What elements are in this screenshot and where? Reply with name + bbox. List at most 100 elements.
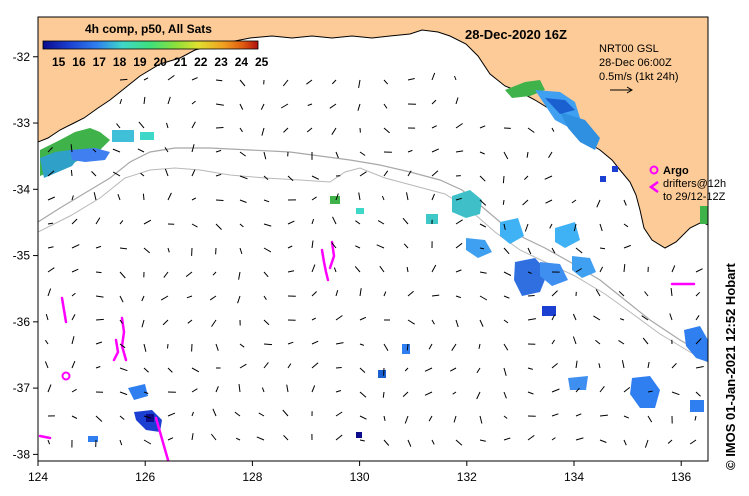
current-vector bbox=[235, 437, 241, 441]
key-line-1: NRT00 GSL bbox=[599, 43, 659, 55]
current-vector bbox=[503, 295, 510, 299]
current-vector bbox=[479, 199, 487, 206]
current-vector bbox=[263, 175, 269, 180]
current-vector bbox=[695, 366, 704, 369]
current-vector bbox=[239, 223, 244, 228]
current-vector bbox=[191, 388, 198, 393]
current-vector bbox=[383, 103, 388, 109]
current-vector bbox=[141, 295, 145, 302]
current-vector bbox=[95, 295, 104, 298]
current-vector bbox=[311, 340, 319, 345]
current-vector bbox=[479, 319, 484, 327]
colorbar-tick-label: 17 bbox=[93, 55, 107, 69]
current-vector bbox=[671, 265, 676, 273]
current-vector bbox=[237, 295, 241, 304]
current-vector bbox=[263, 271, 269, 278]
x-tick-label: 136 bbox=[671, 470, 691, 484]
current-vector bbox=[522, 199, 529, 206]
current-vector bbox=[455, 439, 463, 446]
current-vector bbox=[407, 78, 415, 81]
current-vector bbox=[119, 439, 123, 446]
current-vector bbox=[431, 170, 439, 177]
current-vector bbox=[239, 343, 245, 348]
current-vector bbox=[479, 223, 487, 228]
current-vector bbox=[142, 193, 145, 201]
current-vector bbox=[478, 343, 481, 349]
current-vector bbox=[407, 170, 412, 177]
current-vector bbox=[575, 247, 583, 254]
x-axis: 124 126 128 130 132 134 136 bbox=[28, 461, 692, 484]
current-vector bbox=[119, 98, 123, 105]
current-vector bbox=[503, 319, 509, 324]
current-vector bbox=[354, 266, 361, 273]
key-line-2: 28-Dec 06:00Z bbox=[599, 57, 672, 69]
current-vector bbox=[119, 78, 128, 81]
current-vector bbox=[335, 390, 342, 393]
current-vector bbox=[551, 363, 558, 369]
current-vector bbox=[282, 79, 289, 87]
current-vector bbox=[167, 247, 170, 253]
current-vector bbox=[623, 199, 627, 206]
current-vector bbox=[166, 122, 169, 129]
current-vector bbox=[239, 151, 246, 157]
current-vector bbox=[503, 151, 509, 160]
y-tick-label: -36 bbox=[13, 315, 31, 329]
current-vector bbox=[641, 315, 649, 321]
current-vector bbox=[623, 264, 626, 273]
current-vector bbox=[695, 338, 702, 345]
current-vector bbox=[455, 123, 463, 129]
current-vector bbox=[335, 434, 343, 441]
current-vector bbox=[402, 391, 409, 397]
current-vector bbox=[402, 217, 409, 225]
current-vector bbox=[311, 175, 320, 180]
current-vector bbox=[287, 220, 295, 225]
current-vector bbox=[454, 75, 457, 81]
current-vector bbox=[526, 151, 529, 158]
current-vector bbox=[239, 127, 243, 133]
current-vector bbox=[119, 391, 128, 396]
current-vector bbox=[431, 72, 436, 81]
current-vector bbox=[119, 247, 128, 250]
current-vector bbox=[359, 151, 366, 156]
current-vector bbox=[479, 295, 488, 301]
current-vector bbox=[476, 367, 481, 374]
current-vector bbox=[479, 151, 485, 155]
current-vector bbox=[167, 412, 176, 417]
colorbar-tick-label: 23 bbox=[214, 55, 228, 69]
current-vector bbox=[215, 173, 222, 177]
current-vector bbox=[431, 193, 435, 201]
current-vector bbox=[143, 219, 152, 225]
current-vector bbox=[623, 415, 630, 419]
current-vector bbox=[47, 147, 53, 153]
current-vector bbox=[263, 151, 267, 160]
current-vector bbox=[209, 295, 217, 301]
current-vector bbox=[191, 169, 196, 177]
current-vector bbox=[383, 343, 389, 351]
current-vector bbox=[286, 384, 289, 393]
current-vector bbox=[551, 437, 556, 441]
current-vector bbox=[167, 437, 174, 441]
current-vector bbox=[599, 247, 606, 250]
y-tick-label: -33 bbox=[13, 116, 31, 130]
current-vector bbox=[47, 222, 54, 225]
current-vector bbox=[331, 127, 337, 135]
current-vector bbox=[455, 219, 463, 225]
current-vector bbox=[71, 314, 76, 321]
current-vector bbox=[311, 218, 315, 225]
current-vector bbox=[667, 439, 673, 444]
current-vector bbox=[212, 408, 217, 417]
current-vector bbox=[618, 290, 625, 297]
current-vector bbox=[71, 415, 78, 419]
current-vector bbox=[695, 391, 701, 397]
current-vector bbox=[335, 367, 342, 369]
current-vector bbox=[167, 367, 173, 373]
current-vector bbox=[263, 247, 272, 253]
current-vector bbox=[551, 388, 560, 393]
current-vector bbox=[476, 391, 481, 400]
current-vector bbox=[335, 290, 339, 297]
current-vector bbox=[551, 247, 556, 254]
current-vector bbox=[335, 411, 343, 417]
current-vector bbox=[143, 96, 146, 105]
current-vector bbox=[119, 319, 123, 324]
current-vector bbox=[260, 103, 265, 110]
